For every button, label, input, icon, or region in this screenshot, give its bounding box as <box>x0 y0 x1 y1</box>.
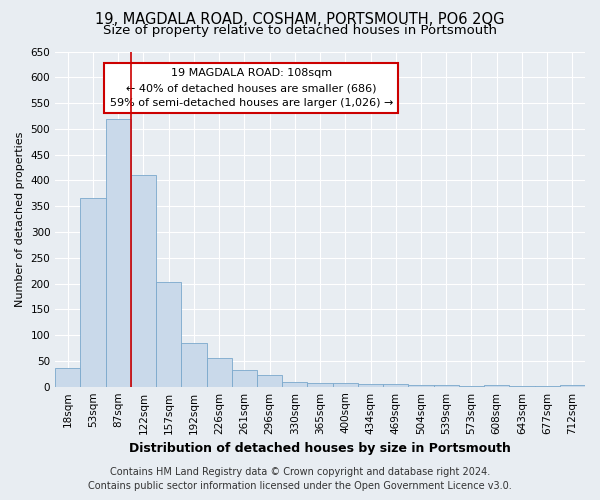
Y-axis label: Number of detached properties: Number of detached properties <box>15 132 25 307</box>
Text: Size of property relative to detached houses in Portsmouth: Size of property relative to detached ho… <box>103 24 497 37</box>
Text: Contains HM Land Registry data © Crown copyright and database right 2024.
Contai: Contains HM Land Registry data © Crown c… <box>88 467 512 491</box>
Bar <box>257 376 282 386</box>
Bar <box>358 384 383 386</box>
Bar <box>307 383 332 386</box>
X-axis label: Distribution of detached houses by size in Portsmouth: Distribution of detached houses by size … <box>129 442 511 455</box>
Bar <box>156 282 181 387</box>
Bar <box>55 368 80 386</box>
Bar <box>484 384 509 386</box>
Bar <box>434 384 459 386</box>
Bar <box>332 382 358 386</box>
Bar <box>80 198 106 386</box>
Bar <box>560 385 585 386</box>
Bar <box>232 370 257 386</box>
Bar <box>206 358 232 386</box>
Bar <box>383 384 409 386</box>
Bar <box>106 118 131 386</box>
Text: 19 MAGDALA ROAD: 108sqm
← 40% of detached houses are smaller (686)
59% of semi-d: 19 MAGDALA ROAD: 108sqm ← 40% of detache… <box>110 68 393 108</box>
Bar <box>409 384 434 386</box>
Bar <box>181 343 206 386</box>
Bar <box>131 176 156 386</box>
Bar <box>282 382 307 386</box>
Text: 19, MAGDALA ROAD, COSHAM, PORTSMOUTH, PO6 2QG: 19, MAGDALA ROAD, COSHAM, PORTSMOUTH, PO… <box>95 12 505 28</box>
